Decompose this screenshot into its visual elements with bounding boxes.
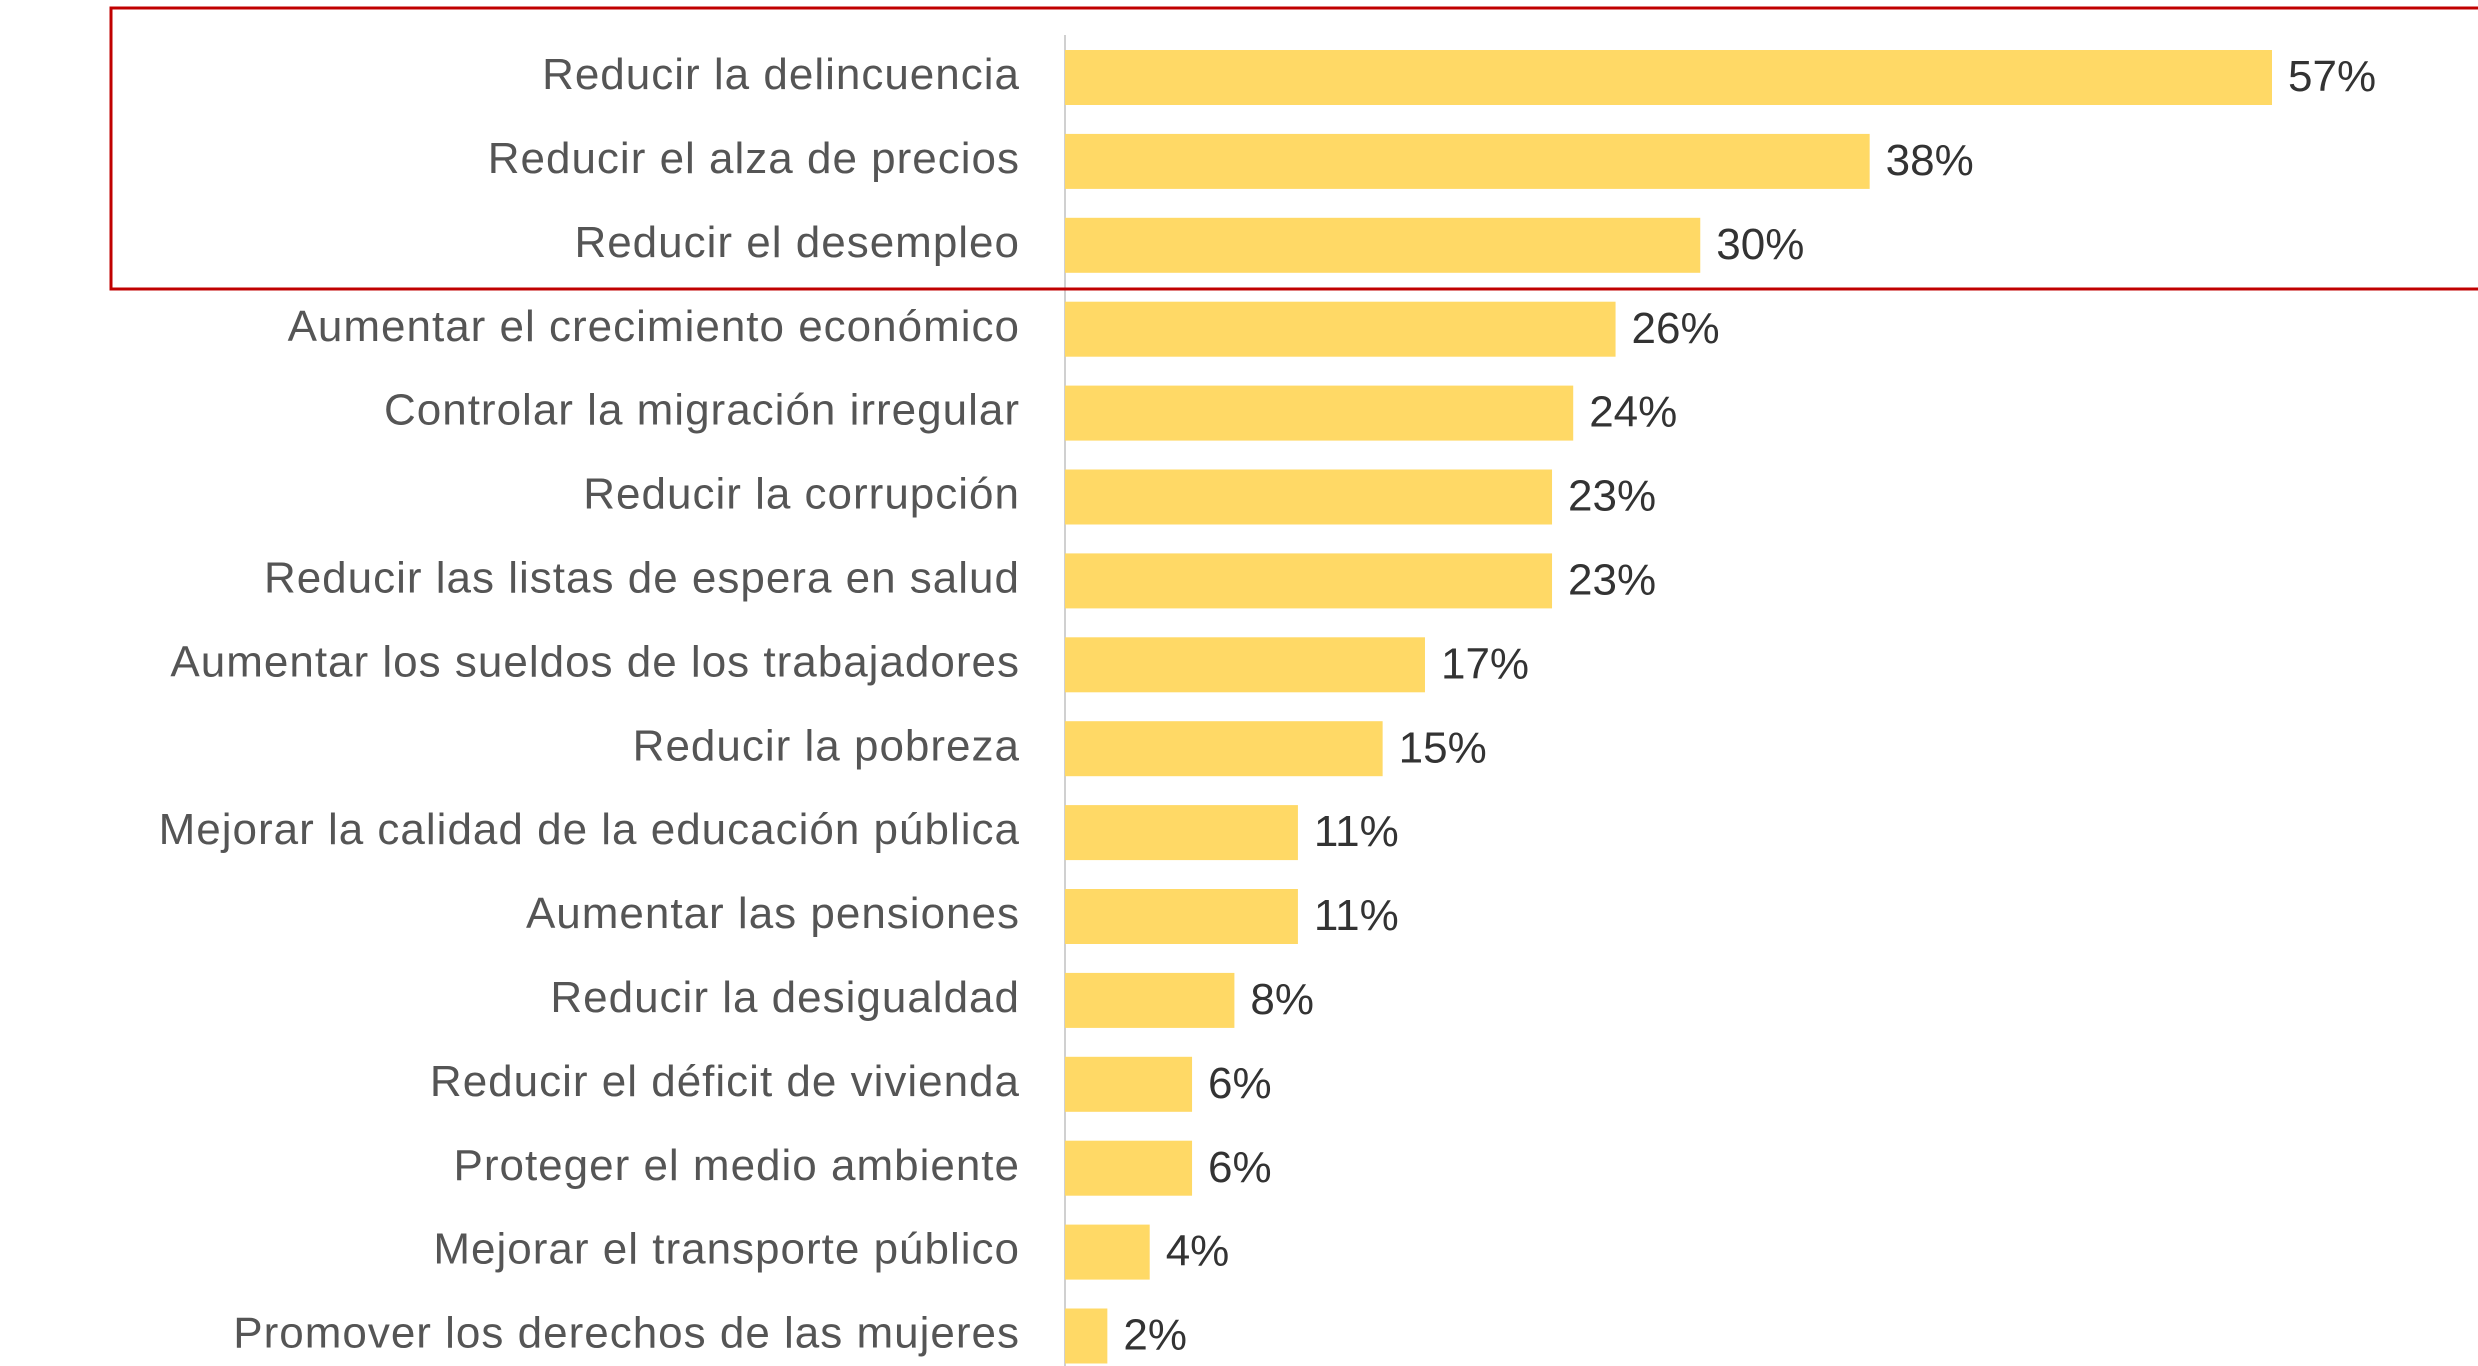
bar xyxy=(1065,133,1870,189)
category-label: Aumentar el crecimiento económico xyxy=(288,302,1020,351)
value-label: 24% xyxy=(1589,388,1677,437)
bar xyxy=(1065,721,1383,777)
category-label: Aumentar las pensiones xyxy=(526,889,1020,938)
bar xyxy=(1065,217,1701,273)
bar xyxy=(1065,1056,1193,1112)
bar xyxy=(1065,385,1574,441)
category-label: Proteger el medio ambiente xyxy=(453,1141,1020,1190)
value-label: 30% xyxy=(1716,220,1804,269)
value-label: 57% xyxy=(2288,52,2376,101)
bar xyxy=(1065,553,1553,609)
value-label: 11% xyxy=(1314,807,1399,856)
value-label: 2% xyxy=(1123,1311,1187,1360)
bar xyxy=(1065,637,1425,693)
bar xyxy=(1065,469,1553,525)
bar xyxy=(1065,50,2272,105)
category-label: Controlar la migración irregular xyxy=(384,386,1020,435)
category-label: Reducir la delincuencia xyxy=(542,50,1020,99)
value-label: 17% xyxy=(1441,639,1529,688)
highlight-box xyxy=(109,6,2478,291)
bar xyxy=(1065,1224,1150,1280)
category-label: Mejorar el transporte público xyxy=(433,1225,1020,1274)
category-label: Reducir el alza de precios xyxy=(488,134,1020,183)
category-label: Reducir la pobreza xyxy=(633,721,1020,770)
value-label: 15% xyxy=(1399,723,1487,772)
category-label: Reducir las listas de espera en salud xyxy=(264,554,1020,603)
category-label: Mejorar la calidad de la educación públi… xyxy=(159,805,1020,854)
value-label: 8% xyxy=(1250,975,1314,1024)
bar xyxy=(1065,972,1235,1028)
value-label: 38% xyxy=(1886,136,1974,185)
value-label: 11% xyxy=(1314,891,1399,940)
category-label: Reducir el desempleo xyxy=(574,218,1020,267)
category-label: Aumentar los sueldos de los trabajadores xyxy=(170,637,1020,686)
bar xyxy=(1065,889,1298,944)
value-label: 6% xyxy=(1208,1059,1272,1108)
value-label: 23% xyxy=(1568,556,1656,605)
bar xyxy=(1065,805,1298,861)
bar xyxy=(1065,301,1616,357)
category-label: Reducir la corrupción xyxy=(583,470,1020,519)
value-label: 26% xyxy=(1632,304,1720,353)
category-label: Reducir la desigualdad xyxy=(550,973,1020,1022)
category-label: Promover los derechos de las mujeres xyxy=(233,1309,1020,1358)
bar xyxy=(1065,1308,1108,1364)
bar xyxy=(1065,1140,1193,1196)
category-label: Reducir el déficit de vivienda xyxy=(430,1057,1020,1106)
value-label: 4% xyxy=(1166,1227,1230,1276)
value-label: 23% xyxy=(1568,472,1656,521)
value-label: 6% xyxy=(1208,1143,1272,1192)
